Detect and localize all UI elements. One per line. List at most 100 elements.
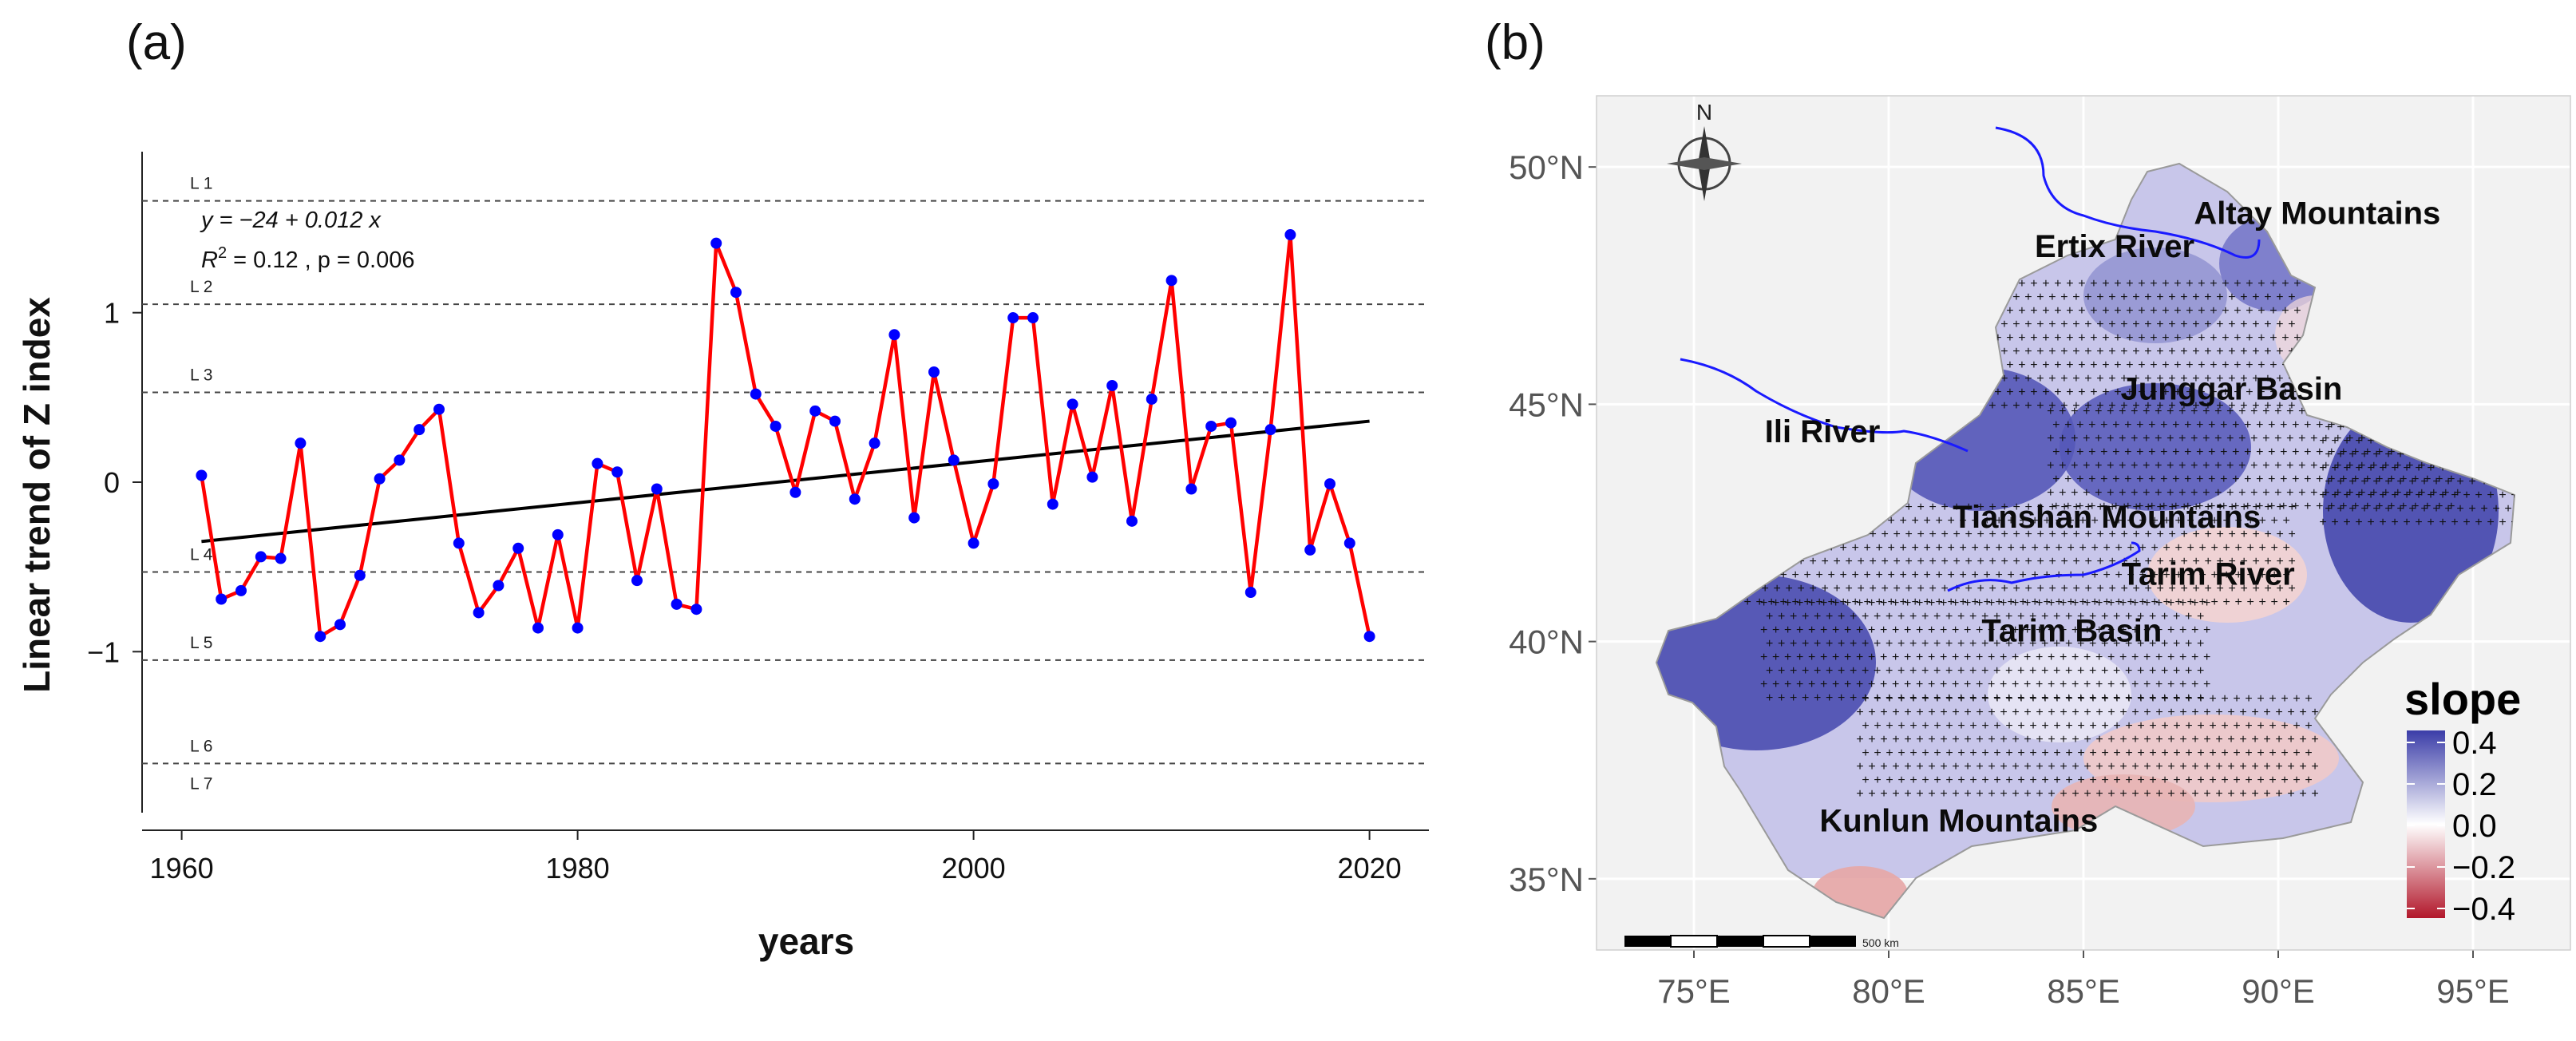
significance-marker: + xyxy=(2054,331,2061,345)
significance-marker: + xyxy=(1928,733,1935,746)
significance-marker: + xyxy=(2360,502,2368,516)
slope-patch xyxy=(2083,247,2227,343)
significance-marker: + xyxy=(2119,678,2127,691)
significance-marker: + xyxy=(2199,596,2206,609)
significance-marker: + xyxy=(1928,651,1935,664)
significance-marker: + xyxy=(1988,596,1995,610)
significance-marker: + xyxy=(2415,461,2422,475)
significance-marker: + xyxy=(2119,623,2127,637)
significance-marker: + xyxy=(2233,692,2240,706)
significance-marker: + xyxy=(2280,445,2287,459)
significance-marker: + xyxy=(2271,541,2278,555)
significance-marker: + xyxy=(2173,719,2180,733)
significance-marker: + xyxy=(2133,555,2140,568)
significance-marker: + xyxy=(1981,719,1988,733)
significance-marker: + xyxy=(2012,706,2019,719)
significance-marker: + xyxy=(2020,514,2027,528)
significance-marker: + xyxy=(2252,345,2259,358)
significance-marker: + xyxy=(2185,664,2192,678)
significance-marker: + xyxy=(1964,733,1971,746)
significance-marker: + xyxy=(2112,445,2119,459)
significance-marker: + xyxy=(2172,445,2179,459)
significance-marker: + xyxy=(2275,706,2282,719)
significance-marker: + xyxy=(2234,331,2241,345)
significance-marker: + xyxy=(2424,500,2431,513)
significance-marker: + xyxy=(2447,473,2455,486)
significance-marker: + xyxy=(1921,774,1929,787)
significance-marker: + xyxy=(2185,691,2192,705)
significance-marker: + xyxy=(2190,486,2198,500)
significance-marker: + xyxy=(2149,746,2156,760)
reference-line-label: L 1 xyxy=(190,175,212,193)
significance-marker: + xyxy=(2107,459,2114,473)
significance-marker: + xyxy=(2024,733,2031,746)
significance-marker: + xyxy=(2160,445,2167,459)
significance-marker: + xyxy=(2036,623,2043,637)
significance-marker: + xyxy=(1940,706,1947,719)
significance-marker: + xyxy=(2331,461,2338,475)
data-point xyxy=(334,619,346,631)
significance-marker: + xyxy=(1945,637,1953,651)
significance-marker: + xyxy=(2211,541,2218,555)
significance-marker: + xyxy=(2161,746,2168,760)
significance-marker: + xyxy=(2018,331,2025,345)
significance-marker: + xyxy=(1850,610,1857,623)
data-point xyxy=(1225,417,1237,429)
significance-marker: + xyxy=(2131,623,2139,637)
significance-marker: + xyxy=(2310,459,2317,473)
significance-marker: + xyxy=(2340,500,2347,513)
significance-marker: + xyxy=(2427,489,2434,502)
significance-marker: + xyxy=(2064,418,2071,432)
significance-marker: + xyxy=(2179,760,2186,774)
significance-marker: + xyxy=(2012,651,2019,664)
significance-marker: + xyxy=(2167,706,2174,719)
significance-marker: + xyxy=(1981,692,1988,706)
significance-marker: + xyxy=(1862,692,1869,706)
map-label: Junggar Basin xyxy=(2121,371,2343,406)
significance-marker: + xyxy=(2024,345,2032,358)
significance-marker: + xyxy=(1893,528,1901,541)
significance-marker: + xyxy=(2253,528,2260,541)
significance-marker: + xyxy=(2048,706,2055,719)
significance-marker: + xyxy=(1862,719,1869,733)
significance-marker: + xyxy=(1768,596,1775,609)
significance-marker: + xyxy=(2391,461,2398,475)
significance-marker: + xyxy=(2198,358,2205,372)
significance-marker: + xyxy=(2193,528,2200,541)
significance-marker: + xyxy=(2036,596,2043,610)
significance-marker: + xyxy=(1880,678,1887,691)
significance-marker: + xyxy=(2179,733,2186,746)
significance-marker: + xyxy=(1945,610,1953,623)
significance-marker: + xyxy=(2305,774,2312,787)
significance-marker: + xyxy=(2214,459,2222,473)
significance-marker: + xyxy=(2161,692,2168,706)
data-point xyxy=(1205,420,1217,432)
significance-marker: + xyxy=(2442,486,2449,500)
significance-marker: + xyxy=(1760,596,1767,610)
significance-marker: + xyxy=(2223,541,2230,555)
significance-marker: + xyxy=(2204,372,2211,386)
significance-marker: + xyxy=(2187,514,2194,528)
significance-marker: + xyxy=(2281,277,2289,291)
significance-marker: + xyxy=(2372,475,2380,489)
z-index-line-chart: 1960 1980 2000 2020−101 L 1L 2L 3L 4L 5L 6L… xyxy=(16,152,1429,962)
significance-marker: + xyxy=(1928,706,1935,719)
data-point xyxy=(1324,478,1335,490)
ertix-river xyxy=(1995,126,2261,259)
significance-marker: + xyxy=(2265,501,2272,514)
significance-marker: + xyxy=(2293,692,2300,706)
significance-marker: + xyxy=(2190,405,2198,418)
significance-marker: + xyxy=(2131,651,2139,664)
significance-marker: + xyxy=(2149,664,2156,678)
significance-marker: + xyxy=(2083,678,2091,691)
significance-marker: + xyxy=(2095,432,2102,445)
significance-marker: + xyxy=(2076,418,2083,432)
significance-marker: + xyxy=(2257,719,2264,733)
significance-marker: + xyxy=(2119,432,2126,445)
significance-marker: + xyxy=(2131,596,2139,610)
significance-marker: + xyxy=(2205,555,2212,568)
significance-marker: + xyxy=(2131,459,2138,473)
significance-marker: + xyxy=(2280,473,2287,486)
data-point xyxy=(255,551,267,563)
significance-marker: + xyxy=(2192,291,2199,304)
